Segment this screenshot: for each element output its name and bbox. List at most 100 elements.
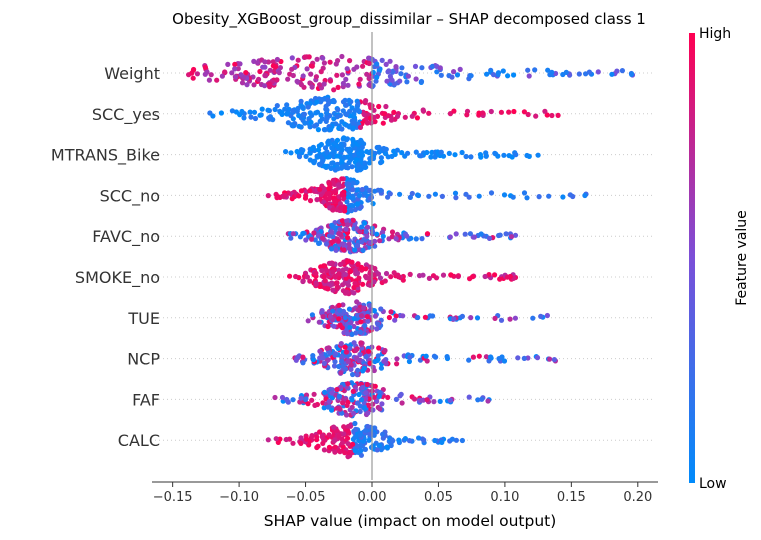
shap-point xyxy=(392,317,398,323)
shap-point xyxy=(296,154,303,160)
shap-point xyxy=(530,315,536,321)
shap-point xyxy=(332,437,338,443)
shap-point xyxy=(285,76,291,82)
shap-point xyxy=(339,410,345,416)
shap-point xyxy=(430,313,436,319)
shap-point xyxy=(363,229,369,235)
shap-point xyxy=(510,72,517,78)
shap-point xyxy=(356,81,362,87)
shap-point xyxy=(295,57,301,63)
shap-point xyxy=(315,443,321,449)
shap-point xyxy=(341,135,347,141)
shap-point xyxy=(378,187,384,193)
shap-point xyxy=(325,404,331,410)
shap-point xyxy=(357,124,364,130)
shap-point xyxy=(354,270,361,276)
shap-point xyxy=(402,436,408,442)
shap-point xyxy=(328,126,334,132)
shap-point xyxy=(313,74,319,80)
shap-point xyxy=(309,84,315,90)
shap-point xyxy=(505,73,511,79)
shap-point xyxy=(432,437,438,444)
shap-point xyxy=(370,201,376,207)
shap-point xyxy=(475,397,481,403)
shap-point xyxy=(232,61,238,67)
shap-point xyxy=(359,313,365,319)
shap-point xyxy=(332,359,338,365)
shap-point xyxy=(326,185,332,192)
shap-point xyxy=(339,164,346,170)
shap-point xyxy=(350,388,356,394)
shap-point xyxy=(371,394,377,400)
shap-point xyxy=(359,186,365,193)
shap-point xyxy=(314,99,320,105)
shap-point xyxy=(380,120,386,126)
shap-point xyxy=(431,399,437,405)
shap-point xyxy=(424,231,431,237)
shap-point xyxy=(532,67,538,73)
shap-point xyxy=(324,110,330,116)
shap-point xyxy=(349,397,355,403)
x-axis: −0.15 −0.10 −0.05 0.00 0.05 0.10 0.15 0.20 xyxy=(152,481,658,505)
shap-point xyxy=(426,193,432,199)
colorbar-title: Feature value xyxy=(734,210,750,306)
shap-point xyxy=(214,77,220,83)
shap-point xyxy=(488,190,495,196)
shap-point xyxy=(375,353,381,359)
shap-point xyxy=(393,396,399,402)
x-tick-label: −0.10 xyxy=(219,490,259,505)
shap-point xyxy=(356,358,362,364)
shap-point xyxy=(542,108,548,114)
shap-point xyxy=(363,396,369,402)
shap-point xyxy=(222,69,228,75)
shap-point xyxy=(330,287,336,293)
shap-point xyxy=(394,356,400,362)
shap-point xyxy=(586,69,593,75)
shap-point xyxy=(439,193,445,199)
feature-label: NCP xyxy=(127,350,160,369)
shap-point xyxy=(355,307,361,313)
shap-point xyxy=(397,191,403,197)
shap-point xyxy=(342,314,348,321)
shap-point xyxy=(375,271,382,277)
shap-point xyxy=(313,281,319,287)
shap-point xyxy=(536,194,542,200)
shap-point xyxy=(300,230,306,237)
shap-point xyxy=(337,261,343,267)
shap-point xyxy=(496,356,502,362)
shap-point xyxy=(312,402,318,408)
shap-point xyxy=(504,274,511,280)
feature-label: FAVC_no xyxy=(92,227,160,247)
shap-point xyxy=(347,268,353,275)
shap-point xyxy=(289,66,295,72)
shap-point xyxy=(432,191,438,197)
shap-point xyxy=(370,383,376,389)
shap-point xyxy=(406,438,413,444)
shap-point xyxy=(317,348,323,354)
shap-point xyxy=(303,237,309,243)
shap-point xyxy=(345,194,352,200)
shap-point xyxy=(339,192,345,198)
shap-point xyxy=(324,149,330,155)
shap-point xyxy=(418,153,424,159)
shap-point xyxy=(440,272,447,278)
shap-point xyxy=(414,115,420,121)
shap-point xyxy=(506,109,512,115)
shap-point xyxy=(350,187,356,193)
shap-point xyxy=(361,405,367,411)
shap-point xyxy=(288,150,294,156)
shap-point xyxy=(256,76,262,82)
shap-point xyxy=(309,236,315,242)
shap-point xyxy=(433,275,440,281)
shap-point xyxy=(353,330,359,336)
shap-point xyxy=(437,398,443,404)
shap-point xyxy=(298,188,304,194)
shap-point xyxy=(449,74,455,80)
shap-point xyxy=(328,246,335,252)
shap-point xyxy=(341,424,347,430)
shap-point xyxy=(317,118,323,124)
shap-point xyxy=(498,109,504,115)
shap-point xyxy=(377,238,383,244)
shap-point xyxy=(508,234,515,240)
